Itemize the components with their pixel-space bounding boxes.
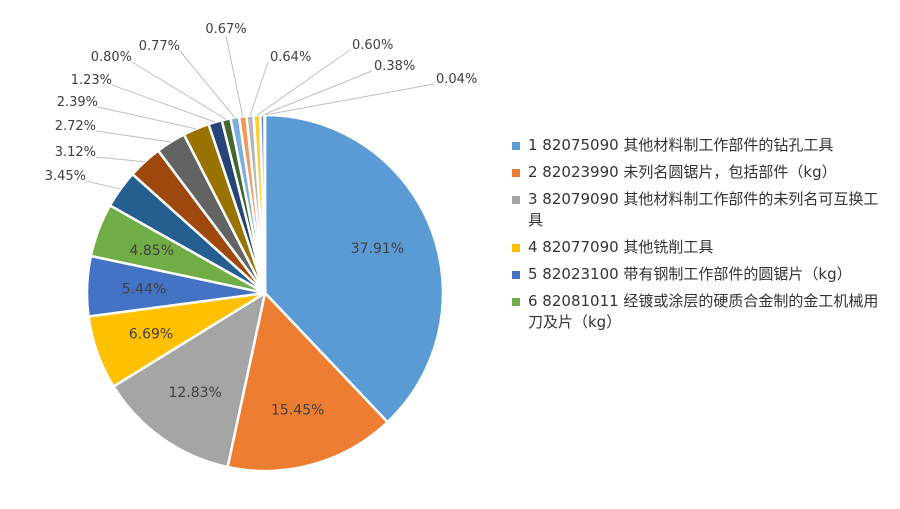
legend-swatch	[512, 169, 520, 177]
data-label: 1.23%	[71, 73, 112, 88]
data-label: 2.72%	[55, 119, 96, 134]
data-label: 2.39%	[57, 95, 98, 110]
leader-line	[96, 157, 145, 162]
data-label: 0.64%	[270, 50, 311, 65]
leader-line	[226, 36, 243, 116]
legend-item: 2 82023990 未列名圆锯片，包括部件（kg）	[512, 162, 882, 183]
leader-line	[250, 62, 268, 116]
leader-line	[265, 84, 434, 115]
legend-swatch	[512, 298, 520, 306]
chart-legend: 1 82075090 其他材料制工作部件的钻孔工具 2 82023990 未列名圆…	[512, 135, 882, 339]
data-label: 0.80%	[91, 50, 132, 65]
legend-item: 5 82023100 带有钢制工作部件的圆锯片（kg）	[512, 264, 882, 285]
legend-label: 4 82077090 其他铣削工具	[528, 238, 713, 256]
leader-line	[262, 71, 372, 115]
legend-label: 2 82023990 未列名圆锯片，包括部件（kg）	[528, 163, 837, 181]
data-label: 6.69%	[129, 327, 173, 343]
legend-item: 3 82079090 其他材料制工作部件的未列名可互换工具	[512, 189, 882, 231]
legend-label: 6 82081011 经镀或涂层的硬质合金制的金工机械用刀及片（kg）	[528, 292, 878, 331]
data-label: 3.45%	[45, 169, 86, 184]
legend-swatch	[512, 244, 520, 252]
data-label: 4.85%	[130, 243, 174, 259]
legend-swatch	[512, 142, 520, 150]
data-label: 0.04%	[436, 72, 477, 87]
data-label: 0.77%	[139, 39, 180, 54]
legend-swatch	[512, 271, 520, 279]
legend-item: 1 82075090 其他材料制工作部件的钻孔工具	[512, 135, 882, 156]
data-label: 0.38%	[374, 59, 415, 74]
data-label: 15.45%	[271, 403, 324, 419]
leader-line	[86, 181, 120, 189]
data-label: 0.67%	[205, 22, 246, 37]
data-label: 0.60%	[352, 38, 393, 53]
legend-label: 3 82079090 其他材料制工作部件的未列名可互换工具	[528, 190, 878, 229]
data-label: 12.83%	[168, 385, 221, 401]
data-label: 3.12%	[55, 145, 96, 160]
legend-item: 4 82077090 其他铣削工具	[512, 237, 882, 258]
legend-item: 6 82081011 经镀或涂层的硬质合金制的金工机械用刀及片（kg）	[512, 291, 882, 333]
legend-swatch	[512, 196, 520, 204]
data-label: 5.44%	[122, 281, 166, 297]
legend-label: 5 82023100 带有钢制工作部件的圆锯片（kg）	[528, 265, 852, 283]
leader-line	[96, 131, 171, 142]
legend-label: 1 82075090 其他材料制工作部件的钻孔工具	[528, 136, 833, 154]
data-label: 37.91%	[351, 241, 404, 257]
